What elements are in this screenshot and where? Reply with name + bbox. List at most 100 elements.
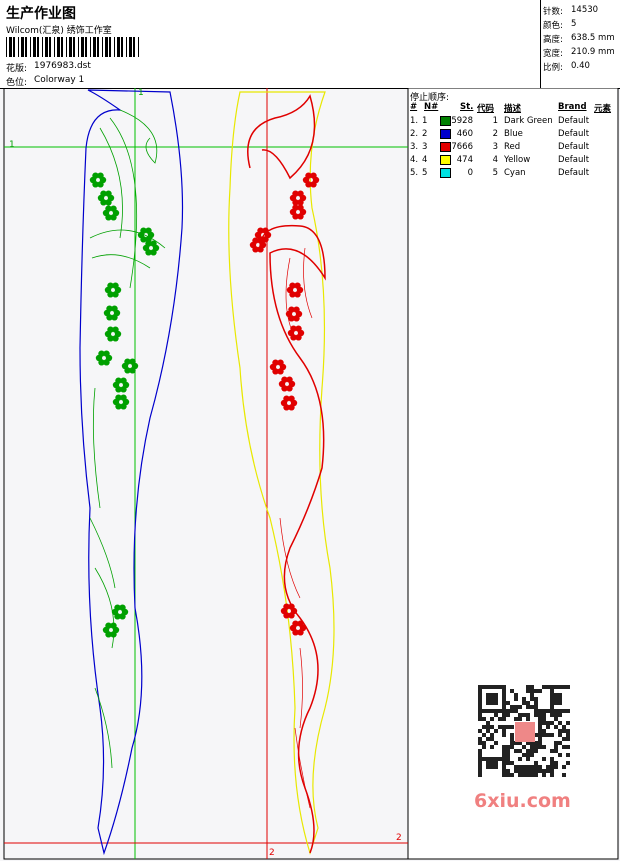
qr-module [558,693,562,697]
color-swatch [440,116,451,126]
barcode-bar [133,37,135,57]
stat-label: 宽度: [543,49,563,59]
qr-module [558,713,562,717]
qr-module [494,697,498,701]
qr-module [518,765,522,769]
flower-petal [106,305,113,312]
qr-module [566,753,570,757]
barcode-bar [121,37,123,57]
qr-module [502,701,506,705]
qr-module [534,713,538,717]
flower-petal [292,190,299,197]
qr-module [518,713,522,717]
qr-module [478,685,482,689]
barcode-bar [30,37,31,57]
qr-module [518,757,522,761]
qr-module [566,685,570,689]
flower-petal [145,227,152,234]
flower-petal [294,291,301,298]
table-cell: 2 [422,129,428,139]
qr-module [550,693,554,697]
qr-module [486,765,490,769]
qr-module [530,693,534,697]
design-area [3,88,619,860]
flower-petal [129,358,136,365]
flower-petal [288,404,295,411]
barcode-bar [109,37,111,57]
flower-petal [97,172,104,179]
qr-module [510,689,514,693]
qr-module [510,741,514,745]
qr-module [478,765,482,769]
qr-module [478,713,482,717]
barcode-bar [13,37,15,57]
flower-petal [120,403,127,410]
qr-module [478,697,482,701]
qr-module [566,709,570,713]
flower-petal [297,190,304,197]
flower-petal [105,622,112,629]
qr-module [498,709,502,713]
table-cell: Yellow [504,155,531,165]
flower-petal [120,377,127,384]
qr-module [530,765,534,769]
qr-module [526,689,530,693]
qr-module [490,733,494,737]
qr-module [558,709,562,713]
flower-petal [112,326,119,333]
qr-module [546,733,550,737]
qr-module [478,773,482,777]
qr-module [502,773,506,777]
qr-module [506,745,510,749]
table-cell: 2 [492,129,498,139]
table-cell: 1 [492,116,498,126]
qr-module [502,757,506,761]
qr-module [514,717,518,721]
qr-module [522,773,526,777]
qr-module [506,725,510,729]
barcode-bar [54,37,55,57]
colorway: Colorway 1 [34,75,85,85]
qr-module [562,745,566,749]
qr-module [550,709,554,713]
qr-module [506,773,510,777]
qr-module [558,753,562,757]
table-cell: Red [504,142,521,152]
qr-module [550,721,554,725]
qr-module [490,757,494,761]
qr-module [478,701,482,705]
flower-petal [105,205,112,212]
qr-module [530,745,534,749]
qr-module [502,769,506,773]
table-cell: 1 [422,116,428,126]
qr-module [546,721,550,725]
table-cell: Dark Green [504,116,553,126]
qr-module [526,773,530,777]
qr-module [546,725,550,729]
stat-label: 高度: [543,35,563,45]
qr-module [530,741,534,745]
flower-petal [305,172,312,179]
qr-module [530,705,534,709]
qr-module [506,749,510,753]
marker-label: 1 [138,88,144,98]
table-cell: 4. [410,155,419,165]
flower-petal [110,214,117,221]
barcode-bar [129,37,132,57]
qr-module [550,697,554,701]
qr-module [558,697,562,701]
qr-module [514,749,518,753]
qr-module [550,689,554,693]
qr-module [534,765,538,769]
barcode-bar [126,37,127,57]
marker-label: 1 [9,140,15,150]
qr-module [482,733,486,737]
qr-module [550,705,554,709]
barcode-bar [138,37,139,57]
qr-module [490,693,494,697]
qr-module [510,705,514,709]
qr-module [542,769,546,773]
qr-module [490,745,494,749]
flower-petal [112,282,119,289]
flower-petal [119,613,126,620]
